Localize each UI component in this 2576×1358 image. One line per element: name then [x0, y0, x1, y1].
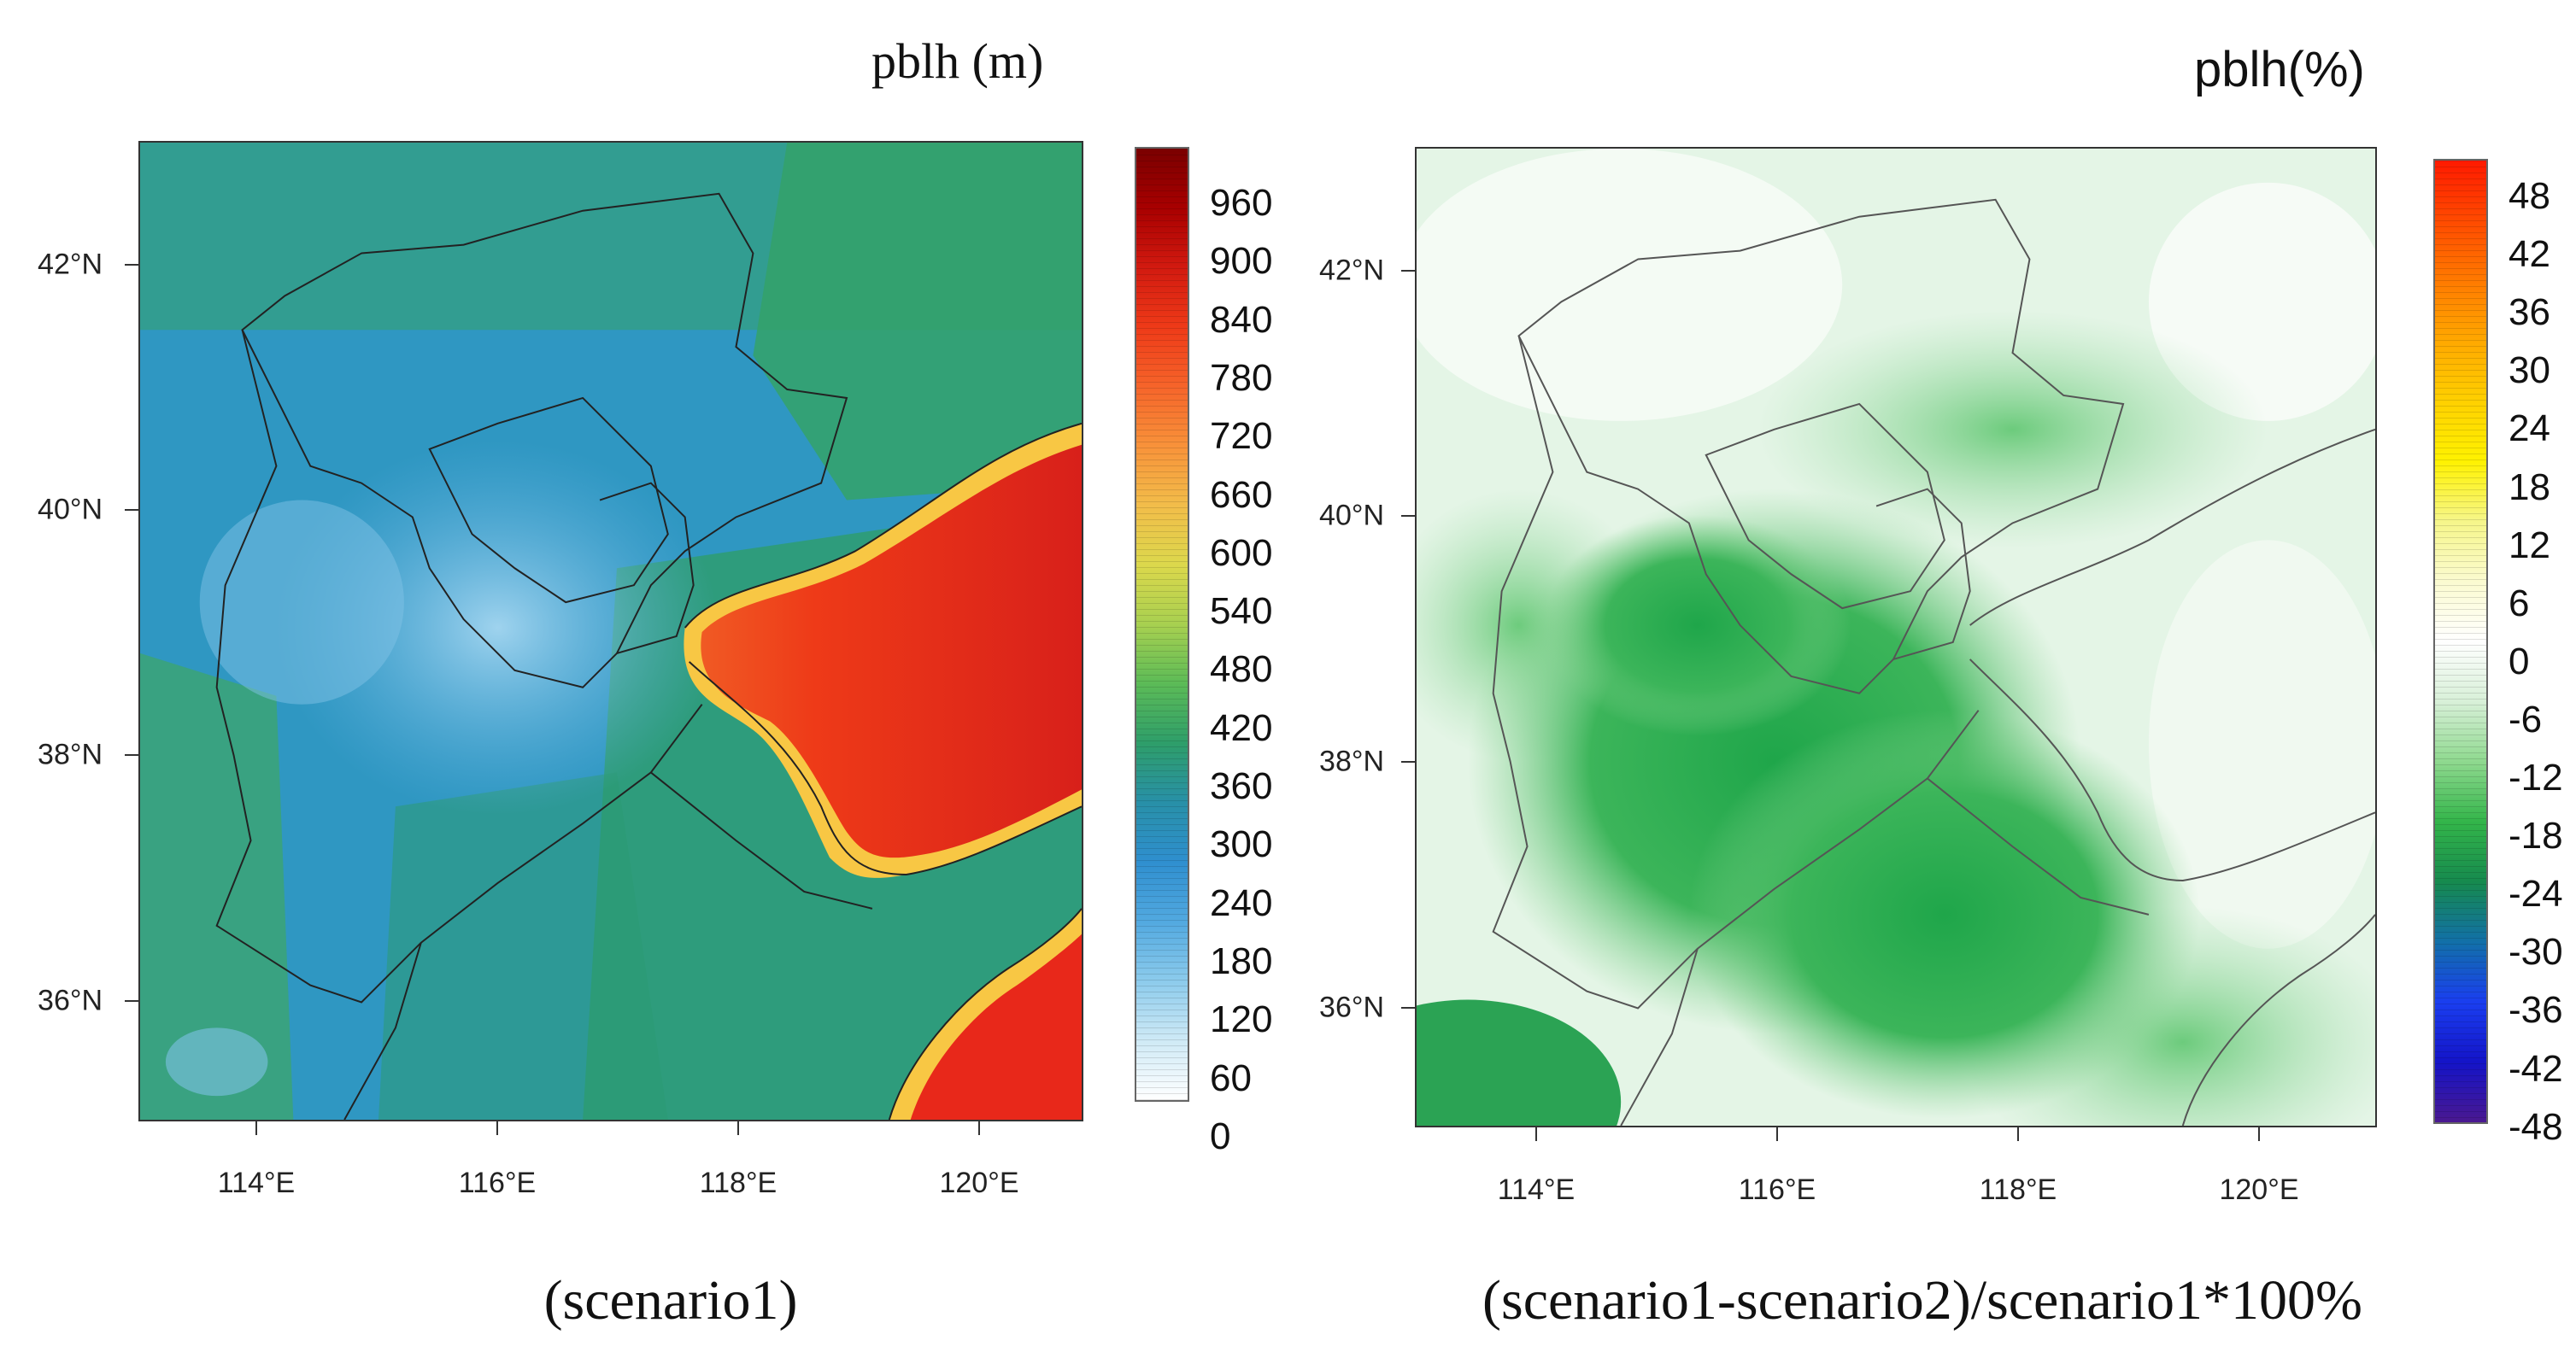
lat-tick: [1401, 1007, 1415, 1009]
lon-label-116: 116°E: [1738, 1174, 1816, 1206]
lat-label-42: 42°N: [1319, 254, 1384, 287]
lon-label-114: 114°E: [1497, 1174, 1576, 1206]
colorbar: [1135, 147, 1189, 1102]
colorbar-tick-label: 24: [2509, 407, 2550, 450]
lon-tick: [737, 1121, 739, 1135]
colorbar-tick-label: 12: [2509, 524, 2550, 566]
lon-label-116: 116°E: [458, 1167, 537, 1199]
colorbar-tick-label: -24: [2509, 873, 2563, 916]
colorbar-tick-label: -48: [2509, 1105, 2563, 1148]
lat-label-42: 42°N: [38, 248, 103, 281]
lat-tick: [125, 1000, 138, 1002]
colorbar-tick-label: 960: [1210, 182, 1273, 224]
lon-tick: [2017, 1127, 2019, 1141]
colorbar-tick-label: 0: [2509, 640, 2530, 682]
colorbar-tick-label: 0: [1210, 1115, 1231, 1157]
pblh-change-map: [1417, 149, 2375, 1126]
lat-tick: [1401, 761, 1415, 763]
colorbar-tick-label: 480: [1210, 648, 1273, 691]
colorbar-tick-label: 180: [1210, 939, 1273, 982]
colorbar-tick-label: -42: [2509, 1047, 2563, 1090]
lon-label-114: 114°E: [217, 1167, 296, 1199]
colorbar-tick-label: 120: [1210, 998, 1273, 1041]
colorbar-tick-label: 36: [2509, 291, 2550, 334]
colorbar-tick-label: 420: [1210, 706, 1273, 749]
colorbar-tick-label: 240: [1210, 881, 1273, 924]
lat-label-38: 38°N: [38, 738, 103, 771]
lat-label-36: 36°N: [38, 984, 103, 1017]
colorbar-tick-label: 30: [2509, 349, 2550, 392]
colorbar-tick-label: 360: [1210, 765, 1273, 807]
colorbar-unit-title: pblh (m): [871, 33, 1044, 89]
lat-tick: [125, 509, 138, 511]
lat-label-40: 40°N: [1319, 499, 1384, 532]
lon-tick: [978, 1121, 980, 1135]
lat-tick: [125, 754, 138, 756]
lon-label-118: 118°E: [1979, 1174, 2057, 1206]
colorbar-tick-label: 42: [2509, 233, 2550, 276]
colorbar-tick-label: 6: [2509, 582, 2530, 624]
colorbar-tick-label: -12: [2509, 757, 2563, 799]
colorbar-tick-label: 18: [2509, 465, 2550, 508]
colorbar-tick-label: 900: [1210, 240, 1273, 283]
lat-label-40: 40°N: [38, 493, 103, 526]
colorbar-unit-title: pblh(%): [2194, 42, 2365, 97]
colorbar-tick-label: -36: [2509, 989, 2563, 1032]
colorbar-tick-label: 840: [1210, 298, 1273, 341]
colorbar-tick-label: -18: [2509, 815, 2563, 858]
colorbar: [2433, 159, 2488, 1124]
colorbar-tick-label: 48: [2509, 175, 2550, 217]
lat-tick: [1401, 270, 1415, 272]
colorbar-tick-label: -30: [2509, 931, 2563, 974]
lon-tick: [1776, 1127, 1778, 1141]
colorbar-tick-label: 780: [1210, 356, 1273, 399]
lon-tick: [255, 1121, 257, 1135]
colorbar-tick-label: 600: [1210, 531, 1273, 574]
lon-tick: [496, 1121, 498, 1135]
lon-label-120: 120°E: [939, 1167, 1019, 1199]
lon-label-118: 118°E: [699, 1167, 777, 1199]
lon-label-120: 120°E: [2219, 1174, 2299, 1206]
colorbar-tick-label: 720: [1210, 415, 1273, 458]
colorbar-tick-label: -6: [2509, 698, 2543, 740]
panel-caption: (scenario1): [543, 1269, 798, 1332]
colorbar-tick-label: 300: [1210, 823, 1273, 866]
lon-tick: [2258, 1127, 2260, 1141]
map-area: [138, 141, 1083, 1121]
colorbar-tick-label: 660: [1210, 473, 1273, 516]
map-area: [1415, 147, 2377, 1127]
panel-caption: (scenario1-scenario2)/scenario1*100%: [1482, 1269, 2362, 1332]
panel-scenario1: pblh (m): [0, 0, 1282, 1358]
panel-scenario-difference: pblh(%): [1282, 0, 2576, 1358]
lon-tick: [1535, 1127, 1537, 1141]
lat-tick: [1401, 515, 1415, 517]
pblh-field-map: [140, 143, 1082, 1120]
colorbar-tick-label: 60: [1210, 1057, 1252, 1099]
lat-label-38: 38°N: [1319, 745, 1384, 778]
colorbar-tick-label: 540: [1210, 590, 1273, 633]
lat-tick: [125, 264, 138, 266]
lat-label-36: 36°N: [1319, 991, 1384, 1024]
